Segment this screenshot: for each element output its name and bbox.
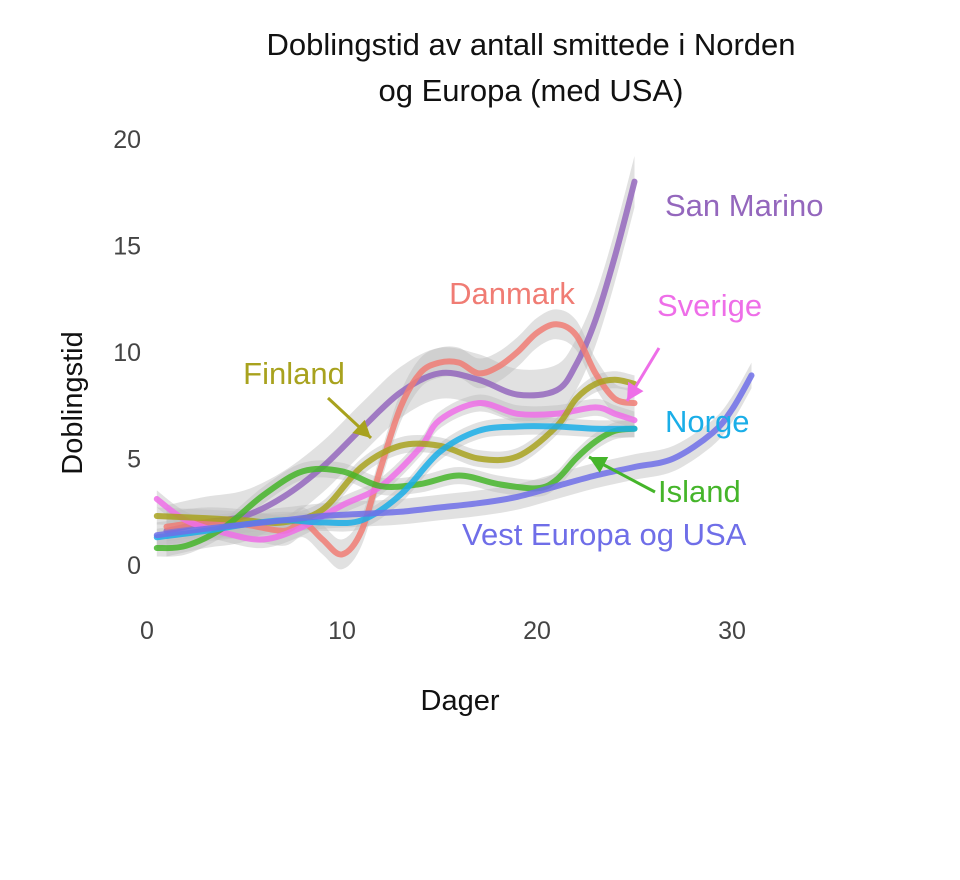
y-tick-label: 10: [113, 339, 141, 367]
label-arrows: [326, 347, 661, 494]
series-line-sverige: [153, 400, 638, 543]
arrow-head-sverige: [627, 381, 644, 401]
series-line-san-marino: [163, 178, 638, 534]
x-axis-ticks: 0 10 20 30: [140, 617, 746, 645]
series-label-island: Island: [658, 474, 741, 509]
arrow-head-finland: [352, 419, 371, 438]
series-label-vest-europa-og-usa: Vest Europa og USA: [462, 517, 747, 552]
series-lines: [153, 178, 755, 558]
y-axis-ticks: 0 5 10 15 20: [113, 126, 141, 580]
chart-title: Doblingstid av antall smittede i Norden …: [267, 27, 796, 108]
confidence-band-finland: [156, 371, 635, 532]
y-tick-label: 0: [127, 552, 141, 580]
series-labels: San Marino Danmark Sverige Finland Island Nor…: [243, 188, 823, 552]
series-label-danmark: Danmark: [449, 276, 575, 311]
series-line-island: [153, 425, 638, 552]
y-axis-label: Doblingstid: [57, 331, 89, 474]
y-tick-label: 5: [127, 446, 141, 474]
series-line-vest-europa-og-usa: [153, 372, 755, 539]
chart-title-line-2: og Europa (med USA): [379, 73, 684, 108]
x-tick-label: 30: [718, 617, 746, 645]
arrow-head-island: [589, 457, 609, 473]
x-tick-label: 0: [140, 617, 154, 645]
chart-title-line-1: Doblingstid av antall smittede i Norden: [267, 27, 796, 62]
confidence-band-norge: [156, 417, 635, 546]
series-label-san-marino: San Marino: [665, 188, 824, 223]
y-tick-label: 15: [113, 233, 141, 261]
y-tick-label: 20: [113, 126, 141, 154]
series-label-norge: Norge: [665, 404, 749, 439]
x-axis-label: Dager: [421, 685, 500, 717]
series-label-finland: Finland: [243, 356, 345, 391]
series-label-sverige: Sverige: [657, 288, 762, 323]
x-tick-label: 10: [328, 617, 356, 645]
series-line-danmark: [163, 321, 638, 558]
x-tick-label: 20: [523, 617, 551, 645]
